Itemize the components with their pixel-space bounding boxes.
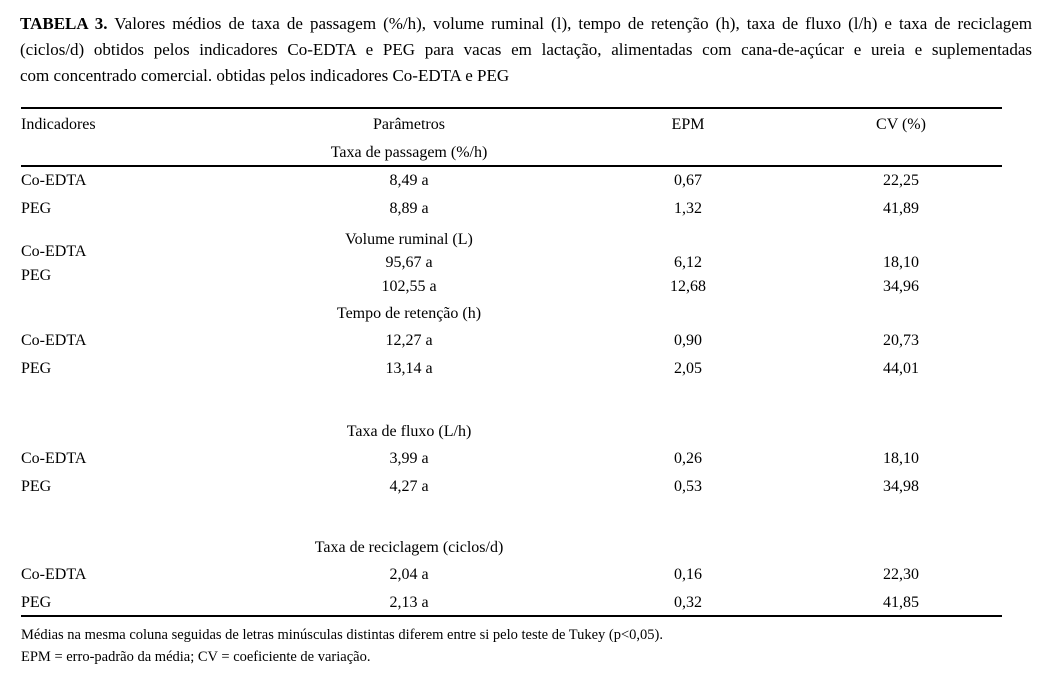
table-row: 102,55 a 12,68 34,96 (21, 279, 1002, 295)
table-row: 95,67 a 6,12 18,10 (21, 255, 1002, 271)
table-section-taxa-passagem: Co-EDTA 8,49 a 0,67 22,25 PEG 8,89 a 1,3… (21, 167, 1002, 223)
indicator-cell: Co-EDTA (21, 450, 87, 467)
cv-cell: 22,30 (883, 566, 919, 583)
cv-cell: 41,89 (883, 200, 919, 217)
epm-cell: 2,05 (674, 360, 702, 377)
epm-cell: 0,26 (674, 450, 702, 467)
cv-cell: 34,98 (883, 478, 919, 495)
epm-cell: 12,68 (670, 278, 706, 295)
parametro-cell: 102,55 a (381, 278, 437, 295)
table-row: PEG 2,13 a 0,32 41,85 (21, 589, 1002, 617)
indicator-cell: PEG (21, 478, 52, 495)
epm-cell: 0,53 (674, 478, 702, 495)
caption-line-1: TABELA 3. Valores médios de taxa de pass… (20, 11, 1032, 37)
table-row: Co-EDTA 2,04 a 0,16 22,30 (21, 561, 1002, 589)
footnote-tukey: Médias na mesma coluna seguidas de letra… (21, 627, 664, 643)
cv-cell: 22,25 (883, 172, 919, 189)
table-row: PEG 8,89 a 1,32 41,89 (21, 195, 1002, 223)
data-table: Indicadores Parâmetros EPM CV (%) Taxa d… (21, 107, 1002, 617)
parametro-cell: 2,04 a (389, 566, 429, 583)
table-row: Co-EDTA 12,27 a 0,90 20,73 (21, 327, 1002, 355)
table-row: Co-EDTA 3,99 a 0,26 18,10 (21, 445, 1002, 473)
table-row: PEG 4,27 a 0,53 34,98 (21, 473, 1002, 501)
column-header-cv: CV (%) (876, 116, 926, 133)
indicator-cell: PEG (21, 267, 52, 284)
parametro-cell: 3,99 a (389, 450, 429, 467)
footnote-abbreviations: EPM = erro-padrão da média; CV = coefici… (21, 649, 371, 665)
table-row: PEG 13,14 a 2,05 44,01 (21, 355, 1002, 383)
column-header-parametros: Parâmetros (373, 116, 445, 133)
indicator-cell: Co-EDTA (21, 566, 87, 583)
section-title-taxa-reciclagem: Taxa de reciclagem (ciclos/d) (314, 539, 504, 556)
table-header: Indicadores Parâmetros EPM CV (%) Taxa d… (21, 107, 1002, 167)
epm-cell: 0,67 (674, 172, 702, 189)
indicator-cell: PEG (21, 200, 52, 217)
caption-line-3: com concentrado comercial. obtidas pelos… (20, 66, 510, 85)
section-title-row: Taxa de fluxo (L/h) (21, 419, 1002, 445)
cv-cell: 41,85 (883, 594, 919, 611)
table-caption: TABELA 3. Valores médios de taxa de pass… (20, 11, 1032, 89)
parametro-cell: 2,13 a (389, 594, 429, 611)
indicator-cell: Co-EDTA (21, 332, 87, 349)
caption-line-2: (ciclos/d) obtidos pelos indicadores Co-… (20, 40, 1032, 59)
indicator-cell: Co-EDTA (21, 172, 87, 189)
epm-cell: 0,90 (674, 332, 702, 349)
caption-text-1: Valores médios de taxa de passagem (%/h)… (114, 14, 1032, 33)
table-section-volume-ruminal: Volume ruminal (L) Co-EDTA 95,67 a 6,12 … (21, 223, 1002, 301)
epm-cell: 0,16 (674, 566, 702, 583)
parametro-cell: 12,27 a (385, 332, 433, 349)
cv-cell: 20,73 (883, 332, 919, 349)
cv-cell: 44,01 (883, 360, 919, 377)
section-title-taxa-passagem: Taxa de passagem (%/h) (330, 144, 488, 161)
column-header-epm: EPM (671, 116, 705, 133)
epm-cell: 1,32 (674, 200, 702, 217)
parametro-cell: 13,14 a (385, 360, 433, 377)
table-section-taxa-reciclagem: Taxa de reciclagem (ciclos/d) Co-EDTA 2,… (21, 535, 1002, 617)
section-title-taxa-fluxo: Taxa de fluxo (L/h) (346, 423, 472, 440)
parametro-cell: 8,49 a (389, 172, 429, 189)
section-title-row: Taxa de passagem (%/h) (21, 141, 1002, 165)
table-footnotes: Médias na mesma coluna seguidas de letra… (21, 624, 1021, 668)
section-title-row: Taxa de reciclagem (ciclos/d) (21, 535, 1002, 561)
column-header-row: Indicadores Parâmetros EPM CV (%) (21, 109, 1002, 141)
cv-cell: 34,96 (883, 278, 919, 295)
section-title-row: Tempo de retenção (h) (21, 301, 1002, 327)
epm-cell: 0,32 (674, 594, 702, 611)
cv-cell: 18,10 (883, 450, 919, 467)
table-section-tempo-retencao: Tempo de retenção (h) Co-EDTA 12,27 a 0,… (21, 301, 1002, 383)
cv-cell: 18,10 (883, 254, 919, 271)
table-number-label: TABELA 3. (20, 14, 108, 33)
table-body: Co-EDTA 8,49 a 0,67 22,25 PEG 8,89 a 1,3… (21, 167, 1002, 617)
parametro-cell: 8,89 a (389, 200, 429, 217)
section-title-tempo-retencao: Tempo de retenção (h) (336, 305, 482, 322)
indicator-cell: Co-EDTA (21, 243, 87, 260)
indicator-cell: PEG (21, 594, 52, 611)
table-section-taxa-fluxo: Taxa de fluxo (L/h) Co-EDTA 3,99 a 0,26 … (21, 419, 1002, 501)
indicator-cell: PEG (21, 360, 52, 377)
section-title-volume-ruminal: Volume ruminal (L) (345, 231, 473, 248)
parametro-cell: 4,27 a (389, 478, 429, 495)
column-header-indicadores: Indicadores (21, 116, 96, 133)
epm-cell: 6,12 (674, 254, 702, 271)
table-row: Co-EDTA 8,49 a 0,67 22,25 (21, 167, 1002, 195)
parametro-cell: 95,67 a (385, 254, 433, 271)
